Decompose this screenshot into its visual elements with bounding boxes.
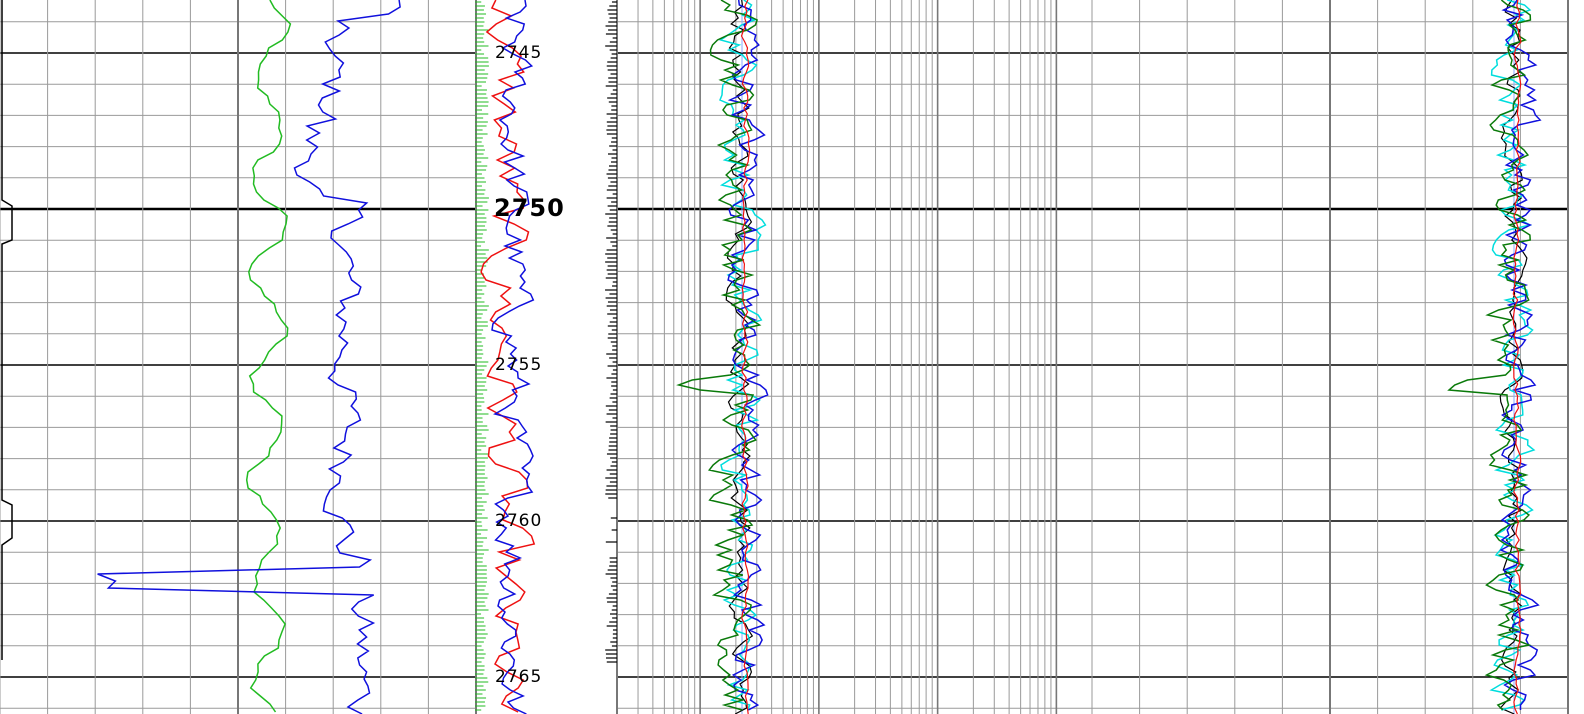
green-curve — [1447, 0, 1532, 711]
blue-curve — [97, 0, 401, 714]
depth-label: 2765 — [495, 667, 542, 687]
cyan-curve — [1489, 0, 1536, 711]
depth-label: 2745 — [495, 43, 542, 63]
blue-curve — [1499, 0, 1542, 710]
blue-curve — [491, 0, 535, 714]
red-curve — [1512, 0, 1522, 714]
curves — [1, 0, 1542, 714]
red-curve — [740, 0, 751, 714]
blue-curve — [727, 0, 769, 711]
depth-label: 2760 — [495, 511, 542, 531]
depth-label: 2750 — [494, 194, 565, 222]
red-curve — [480, 0, 536, 713]
caliper-curve — [1, 0, 13, 660]
depth-labels: 2745 2750 2755 2760 2765 — [494, 43, 565, 687]
green-curve — [676, 0, 762, 711]
depth-label: 2755 — [495, 355, 542, 375]
green-curve — [245, 0, 292, 713]
